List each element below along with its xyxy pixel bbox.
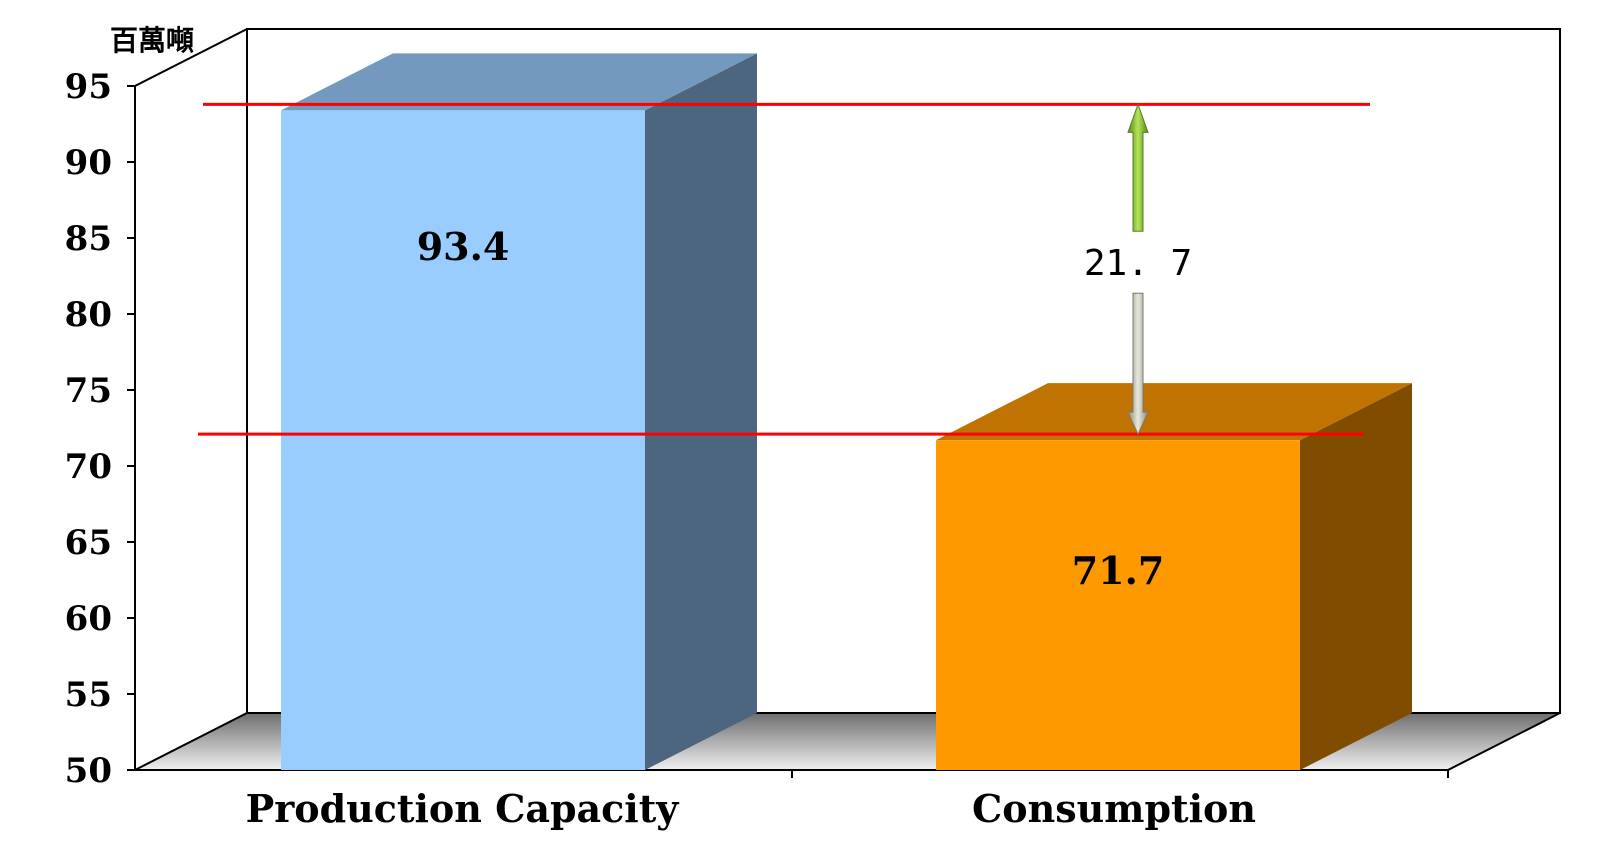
- y-axis-ticks: 50 55 60 65 70 75 80 85 90 95: [65, 67, 135, 791]
- difference-label: 21. 7: [1084, 243, 1192, 284]
- bar-top-face: [281, 53, 757, 111]
- y-axis-unit-label: 百萬噸: [110, 24, 194, 57]
- bar-value-label: 93.4: [417, 224, 510, 269]
- y-tick-label: 90: [65, 143, 112, 183]
- bar-1: 93.4: [281, 53, 757, 770]
- difference-arrow-down: [1127, 292, 1149, 436]
- category-label: Consumption: [972, 786, 1256, 831]
- y-tick-label: 95: [65, 67, 112, 107]
- bar-2: 71.7: [936, 383, 1412, 770]
- difference-arrow: 21. 7: [1084, 102, 1192, 436]
- bar-side-face: [1300, 383, 1412, 770]
- bar-top-face: [936, 383, 1412, 441]
- category-label: Production Capacity: [246, 786, 680, 831]
- bar-value-label: 71.7: [1072, 548, 1165, 593]
- y-tick-label: 55: [65, 675, 112, 715]
- y-tick-label: 60: [65, 599, 112, 639]
- y-tick-label: 85: [65, 219, 112, 259]
- y-tick-label: 65: [65, 523, 112, 563]
- reference-lines: [198, 102, 1370, 436]
- bar-front-face: [936, 440, 1300, 770]
- y-tick-label: 50: [65, 751, 112, 791]
- bars: 93.4 71.7: [281, 53, 1412, 770]
- y-tick-label: 80: [65, 295, 112, 335]
- y-tick-label: 70: [65, 447, 112, 487]
- difference-arrow-up: [1127, 102, 1149, 232]
- y-tick-label: 75: [65, 371, 112, 411]
- category-labels: Production Capacity Consumption: [246, 786, 1256, 831]
- side-wall-edge: [134, 28, 248, 770]
- bar-front-face: [281, 110, 645, 770]
- bar-side-face: [645, 53, 757, 770]
